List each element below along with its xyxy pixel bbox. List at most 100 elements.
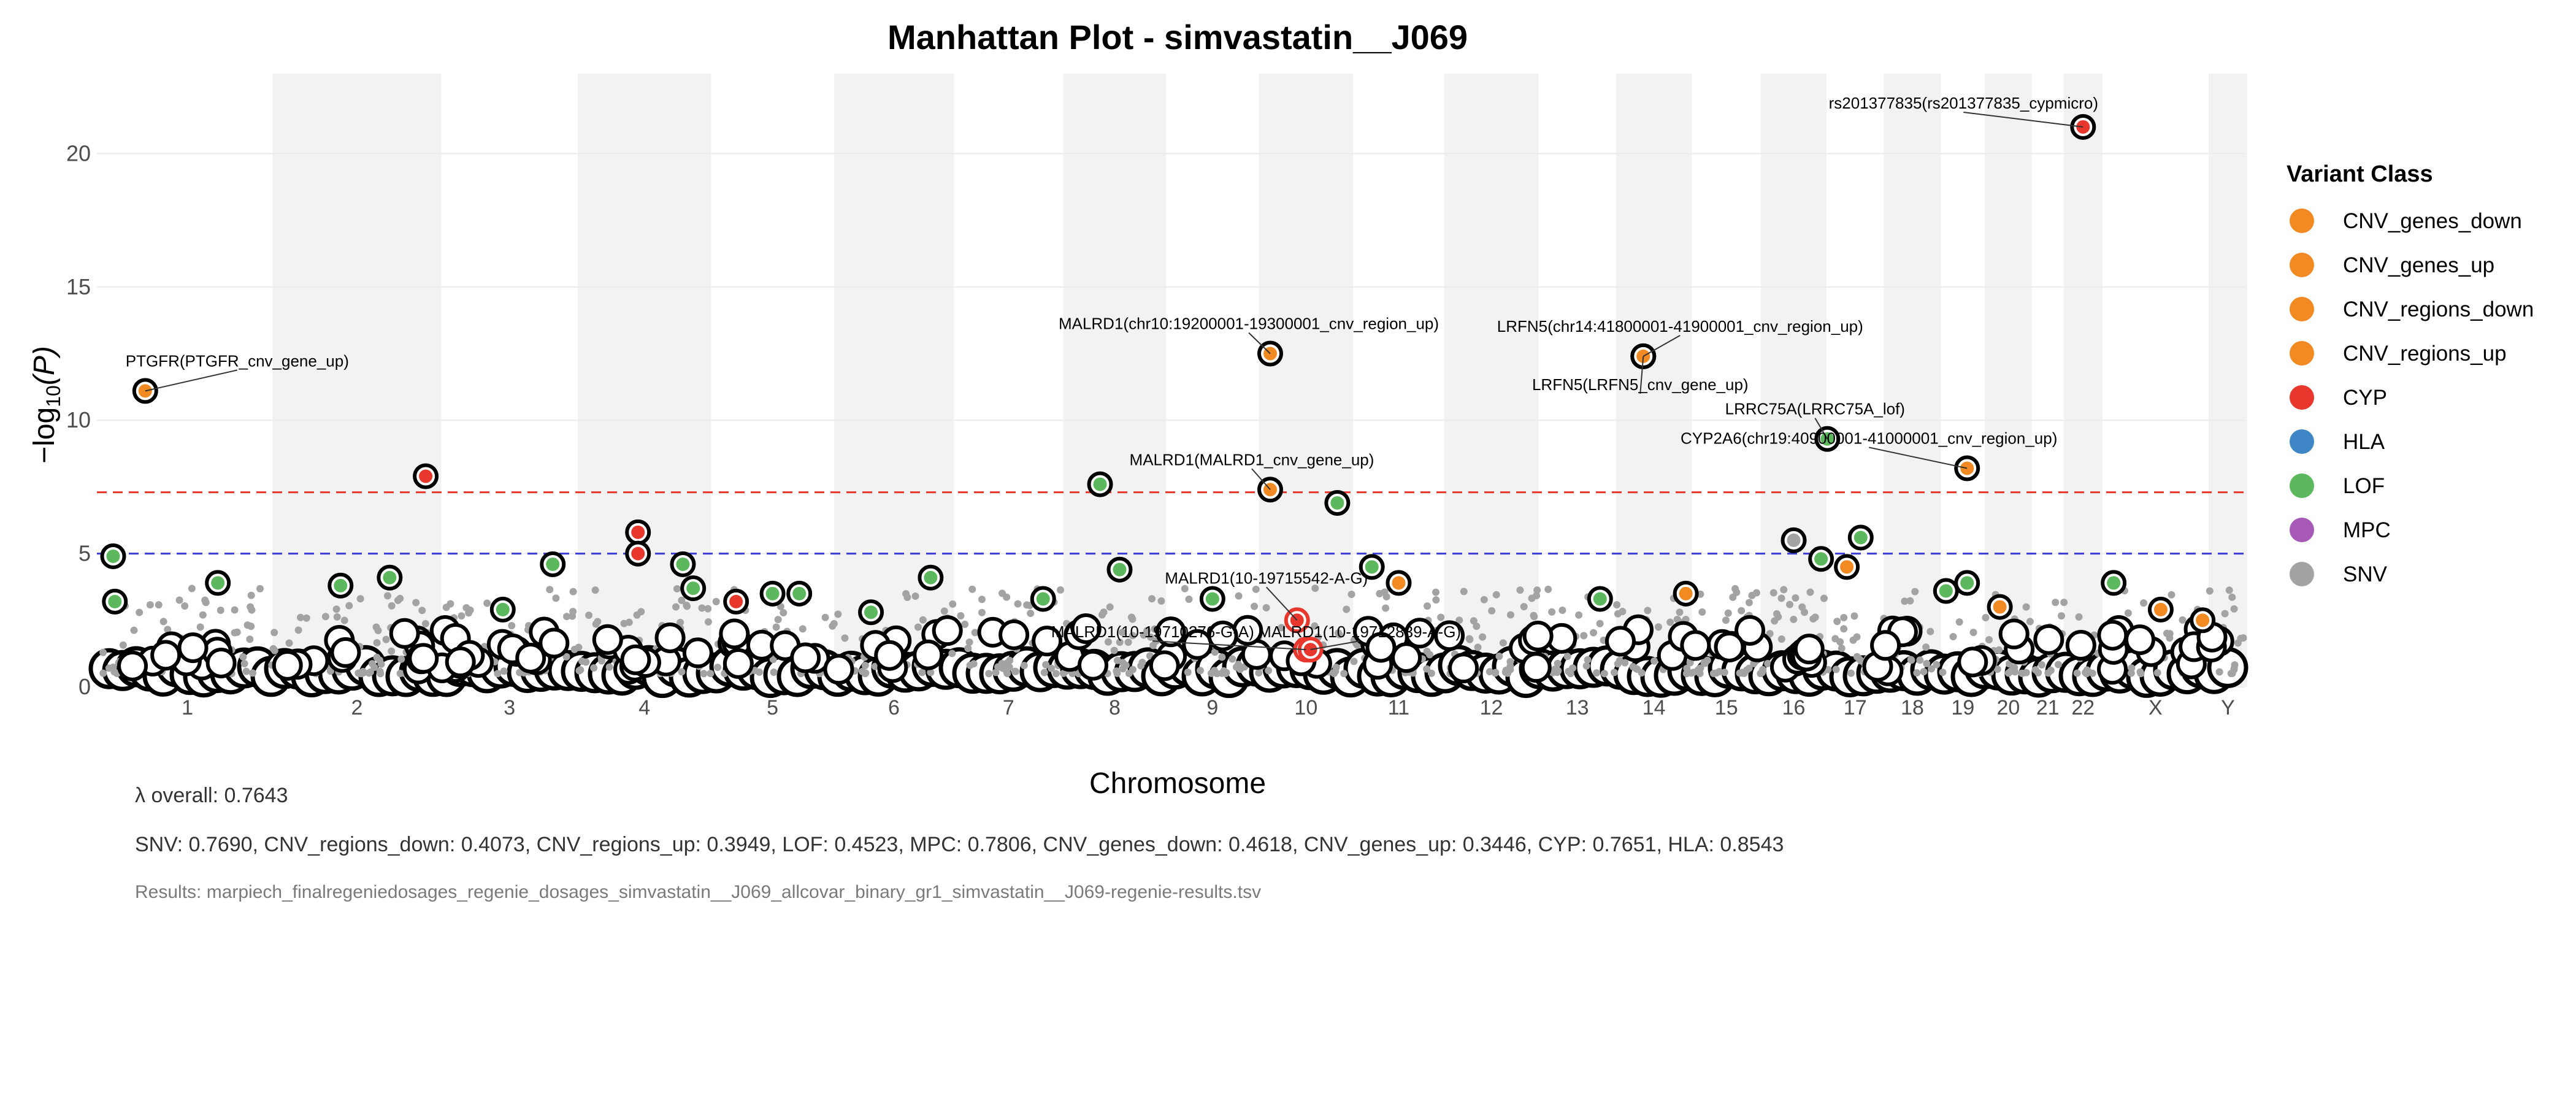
x-tick-label: 21: [2036, 696, 2060, 719]
background-point: [150, 640, 182, 671]
background-point: [1057, 586, 1065, 594]
background-point: [1593, 669, 1601, 677]
background-point: [1184, 668, 1192, 676]
background-point: [394, 596, 402, 604]
background-point: [119, 641, 127, 649]
background-point: [1129, 615, 1137, 623]
background-point: [231, 629, 239, 637]
background-point: [188, 585, 196, 592]
highlighted-point: [1840, 560, 1854, 574]
background-point: [1473, 623, 1481, 631]
background-point: [620, 644, 651, 675]
background-point: [159, 618, 167, 626]
background-point: [302, 614, 310, 622]
background-point: [345, 602, 353, 610]
background-point: [774, 616, 782, 624]
background-point: [181, 602, 189, 610]
background-point: [1580, 632, 1588, 640]
x-tick-label: 16: [1782, 696, 1806, 719]
background-point: [373, 639, 381, 647]
background-point: [1460, 588, 1468, 596]
background-point: [1714, 631, 1745, 662]
highlighted-point: [1392, 576, 1406, 590]
background-point: [296, 613, 304, 621]
background-point: [1933, 661, 1941, 669]
background-point: [1376, 589, 1384, 597]
peak-label: rs201377835(rs201377835_cypmicro): [1829, 94, 2098, 112]
background-point: [2054, 661, 2062, 669]
background-point: [772, 623, 780, 631]
results-file: Results: marpiech_finalregeniedosages_re…: [135, 882, 1262, 902]
background-point: [562, 653, 570, 661]
background-point: [340, 616, 348, 624]
background-point: [672, 603, 680, 611]
background-point: [1125, 669, 1133, 677]
background-point: [1533, 586, 1541, 594]
background-point: [919, 616, 927, 624]
background-point: [2230, 666, 2238, 674]
background-point: [1969, 629, 1977, 637]
legend-label: MPC: [2343, 518, 2391, 542]
background-point: [272, 650, 303, 681]
x-tick-label: 12: [1480, 696, 1503, 719]
background-point: [397, 655, 405, 663]
background-point: [821, 613, 829, 621]
background-point: [1350, 657, 1358, 665]
background-point: [294, 626, 302, 634]
background-point: [1488, 607, 1496, 615]
background-point: [723, 648, 754, 679]
chromosome-band: [272, 74, 442, 687]
y-tick-label: 15: [66, 274, 91, 299]
highlighted-point: [2107, 576, 2121, 590]
x-tick-label: 4: [638, 696, 650, 719]
legend-key: [2290, 209, 2314, 233]
highlighted-point: [2196, 613, 2210, 627]
background-point: [1957, 646, 1988, 678]
background-point: [1735, 615, 1766, 646]
background-point: [2004, 669, 2012, 677]
highlighted-point: [1853, 531, 1868, 545]
background-point: [1619, 607, 1627, 615]
background-point: [1831, 635, 1839, 643]
background-point: [2052, 599, 2060, 607]
background-point: [1423, 665, 1431, 673]
legend-label: CNV_regions_down: [2343, 297, 2534, 321]
background-point: [240, 659, 248, 667]
background-point: [755, 668, 763, 676]
background-point: [1140, 631, 1148, 639]
background-point: [383, 592, 391, 600]
chromosome-band: [1984, 74, 2032, 687]
background-point: [1147, 633, 1155, 641]
background-point: [1676, 608, 1684, 616]
background-point: [1181, 585, 1189, 592]
background-point: [927, 669, 935, 677]
background-point: [1604, 626, 1636, 657]
background-point: [1211, 648, 1219, 656]
x-tick-label: 17: [1844, 696, 1867, 719]
background-point: [592, 624, 623, 655]
background-point: [1596, 619, 1604, 627]
background-point: [2060, 599, 2068, 607]
background-point: [940, 607, 948, 615]
threshold-lines: [97, 491, 2245, 555]
highlighted-point: [419, 469, 433, 483]
background-point: [365, 669, 373, 677]
background-point: [1003, 669, 1011, 677]
background-point: [1820, 594, 1828, 602]
background-point: [1235, 592, 1243, 600]
background-point: [1650, 657, 1658, 665]
background-point: [1926, 627, 1934, 635]
background-point: [704, 618, 712, 626]
background-point: [1432, 588, 1439, 596]
chromosome-bands: [272, 74, 2247, 687]
background-point: [483, 599, 491, 607]
background-point: [1792, 594, 1800, 602]
background-point: [1426, 651, 1434, 659]
background-point: [1149, 650, 1180, 681]
legend-key: [2290, 429, 2314, 454]
background-point: [1251, 602, 1259, 610]
highlighted-point: [211, 576, 225, 590]
background-point: [1020, 662, 1028, 670]
background-point: [1786, 600, 1794, 608]
